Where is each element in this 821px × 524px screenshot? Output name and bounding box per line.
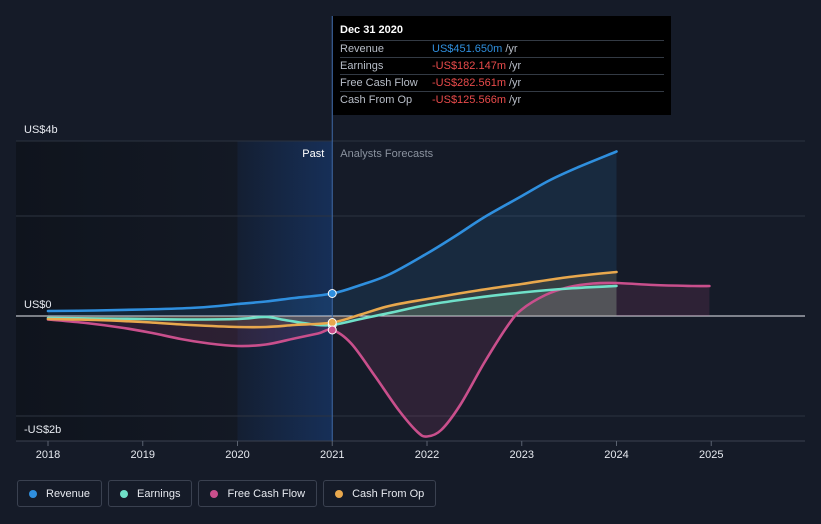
tooltip-row-revenue: Revenue US$451.650m/yr — [340, 40, 664, 57]
forecast-label: Analysts Forecasts — [340, 148, 433, 160]
tooltip-row-unit: /yr — [509, 94, 522, 106]
legend-dot-icon — [335, 489, 344, 498]
tooltip-row-unit: /yr — [509, 77, 522, 89]
legend-label: Cash From Op — [352, 487, 425, 500]
tooltip-row-unit: /yr — [505, 43, 518, 55]
legend-item-free-cash-flow[interactable]: Free Cash Flow — [198, 480, 318, 507]
x-tick-label: 2019 — [131, 449, 155, 461]
cash-from-op-marker — [327, 318, 337, 327]
x-tick-label: 2025 — [699, 449, 723, 461]
highlight-region — [237, 141, 333, 441]
revenue-marker — [327, 289, 337, 298]
y-label-bottom: -US$2b — [24, 424, 61, 436]
earnings-area — [48, 286, 617, 326]
past-label: Past — [302, 148, 324, 160]
x-tick-label: 2018 — [36, 449, 60, 461]
free-cash-flow-area — [48, 282, 710, 437]
x-axis: 2018 2019 2020 2021 2022 2023 2024 2025 — [36, 441, 723, 461]
tooltip-row-label: Revenue — [340, 43, 385, 55]
tooltip-row-label: Cash From Op — [340, 94, 413, 106]
x-tick-label: 2024 — [604, 449, 628, 461]
tooltip-row-value: US$451.650m — [432, 43, 503, 55]
x-tick-label: 2022 — [415, 449, 439, 461]
legend-label: Earnings — [137, 487, 181, 500]
tooltip-row-label: Free Cash Flow — [340, 77, 418, 89]
tooltip: Dec 31 2020 Revenue US$451.650m/yr Earning… — [333, 16, 671, 115]
x-tick-label: 2023 — [510, 449, 534, 461]
legend-dot-icon — [29, 489, 37, 498]
y-label-top: US$4b — [24, 124, 58, 136]
legend: Revenue Earnings Free Cash Flow Cash From O… — [17, 480, 437, 507]
tooltip-row-free-cash-flow: Free Cash Flow -US$282.561m/yr — [340, 74, 664, 91]
free-cash-flow-marker — [327, 325, 337, 335]
series-fills — [48, 151, 710, 437]
tooltip-row-label: Earnings — [340, 60, 384, 72]
revenue-line — [46, 150, 618, 313]
legend-item-revenue[interactable]: Revenue — [17, 480, 103, 507]
legend-item-earnings[interactable]: Earnings — [108, 480, 193, 507]
tooltip-row-value: -US$282.561m — [432, 77, 506, 89]
earnings-line — [46, 284, 618, 327]
gridlines — [16, 140, 805, 442]
tooltip-date: Dec 31 2020 — [340, 24, 403, 36]
revenue-area — [48, 151, 617, 316]
y-label-zero: US$0 — [24, 299, 52, 311]
cash-from-op-area — [48, 272, 617, 328]
legend-dot-icon — [210, 489, 219, 498]
tooltip-row-value: -US$125.566m — [432, 94, 506, 106]
legend-item-cash-from-op[interactable]: Cash From Op — [323, 480, 437, 507]
legend-dot-icon — [120, 489, 129, 498]
x-tick-label: 2021 — [320, 449, 344, 461]
legend-label: Revenue — [46, 487, 91, 500]
legend-label: Free Cash Flow — [227, 487, 306, 500]
tooltip-row-cash-from-op: Cash From Op -US$125.566m/yr — [340, 91, 664, 108]
tooltip-row-value: -US$182.147m — [432, 60, 506, 72]
hover-markers — [327, 289, 337, 335]
tooltip-row-earnings: Earnings -US$182.147m/yr — [340, 57, 664, 74]
x-tick-label: 2020 — [225, 449, 249, 461]
free-cash-flow-line — [46, 281, 711, 438]
tooltip-row-unit: /yr — [509, 60, 522, 72]
